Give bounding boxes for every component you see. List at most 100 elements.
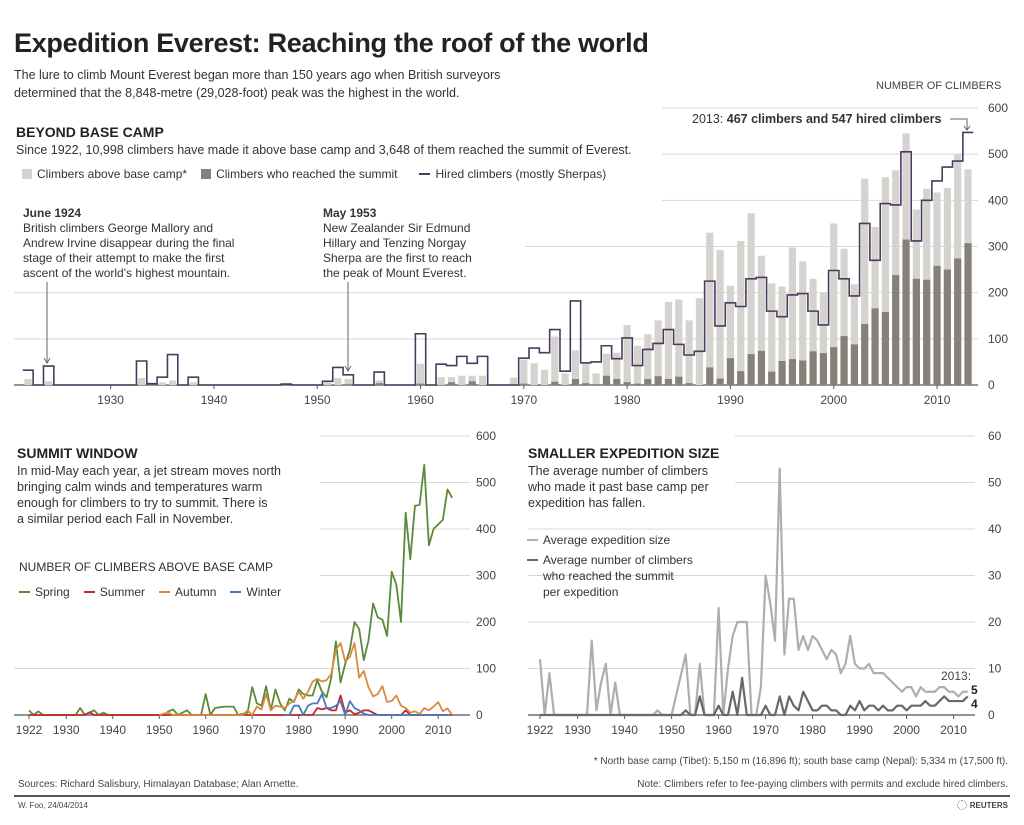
bar-climbers <box>45 381 53 385</box>
bar-summit <box>788 359 797 385</box>
x-tick-label: 1950 <box>146 723 173 737</box>
text-line: bringing calm winds and temperatures war… <box>17 480 263 494</box>
bar-summit <box>623 382 631 385</box>
bar-climbers <box>747 213 755 385</box>
y-tick-label: 500 <box>476 476 496 490</box>
bar-summit <box>520 383 528 385</box>
bar-climbers <box>437 377 445 385</box>
bar-summit <box>881 312 889 385</box>
bar-climbers <box>561 373 569 385</box>
bar-summit <box>757 350 766 385</box>
legend-avg-size: Average expedition size <box>527 532 693 548</box>
x-tick-label: 2000 <box>820 393 847 407</box>
y-tick-label: 600 <box>988 101 1008 115</box>
bar-climbers <box>138 378 146 385</box>
bar-climbers <box>447 377 456 385</box>
bar-summit <box>582 383 590 385</box>
bar-climbers <box>768 283 776 385</box>
main-ylabel: NUMBER OF CLIMBERS <box>876 80 1002 92</box>
bar-summit <box>592 384 600 385</box>
bar-summit <box>633 383 642 385</box>
bar-summit <box>840 336 848 385</box>
bar-climbers <box>344 378 352 385</box>
legend-summer: Summer <box>83 585 146 599</box>
annotation-prefix: 2013: <box>692 112 727 126</box>
x-tick-label: 1970 <box>239 723 266 737</box>
x-tick-label: 1930 <box>564 723 591 737</box>
bar-summit <box>551 381 559 385</box>
legend-avg-summit: Average number of climbers who reached th… <box>527 552 693 600</box>
bar-climbers <box>685 320 693 385</box>
bar-climbers <box>592 373 600 385</box>
y-tick-label: 300 <box>476 569 496 583</box>
bar-climbers <box>799 261 807 385</box>
bar-climbers <box>840 248 848 385</box>
bar-summit <box>706 367 714 385</box>
x-tick-label: 2000 <box>893 723 920 737</box>
legend-line-text: per expedition <box>543 585 619 599</box>
bar-summit <box>654 376 662 385</box>
annotation-bold: 467 climbers and 547 hired climbers <box>726 112 942 126</box>
bar-summit <box>923 279 931 385</box>
bar-climbers <box>819 292 828 385</box>
y-tick-label: 50 <box>988 476 1002 490</box>
bar-summit <box>447 382 456 385</box>
line-autumn <box>158 642 453 716</box>
bar-climbers <box>778 286 786 385</box>
bar-summit <box>468 381 476 385</box>
annotation-line: Sherpa are the first to reach <box>323 251 472 265</box>
reuters-dots-icon <box>956 800 967 810</box>
x-tick-label: 1922 <box>527 723 554 737</box>
bar-summit <box>602 375 611 385</box>
x-tick-label: 1960 <box>705 723 732 737</box>
bar-climbers <box>169 380 177 385</box>
bar-climbers <box>644 334 652 385</box>
note: Note: Climbers refer to fee-paying climb… <box>637 779 1008 790</box>
bar-summit <box>933 265 941 385</box>
y-tick-label: 100 <box>476 662 496 676</box>
end-label: 2013: <box>941 669 972 683</box>
y-tick-label: 500 <box>988 147 1008 161</box>
window-legend: Spring Summer Autumn Winter <box>19 585 281 599</box>
smaller-text: The average number of climbers who made … <box>528 463 709 511</box>
annotation-arrow-2013 <box>950 118 971 131</box>
bar-climbers <box>850 284 858 385</box>
legend-autumn: Autumn <box>159 585 216 599</box>
y-tick-label: 20 <box>988 615 1002 629</box>
x-tick-label: 2010 <box>940 723 967 737</box>
x-tick-label: 2010 <box>425 723 452 737</box>
legend-label: Hired climbers (mostly Sherpas) <box>435 167 607 181</box>
bar-climbers <box>24 378 32 385</box>
bar-climbers <box>571 350 580 385</box>
bar-summit <box>954 258 962 385</box>
legend-hired: Hired climbers (mostly Sherpas) <box>419 167 606 181</box>
footnote: * North base camp (Tibet): 5,150 m (16,8… <box>593 756 1008 767</box>
x-tick-label: 1990 <box>846 723 873 737</box>
x-tick-label: 1940 <box>99 723 126 737</box>
bar-climbers <box>458 375 466 385</box>
bar-summit <box>964 243 972 385</box>
legend-label: Climbers above base camp* <box>37 167 188 181</box>
annotation-line: the peak of Mount Everest. <box>323 266 467 280</box>
bar-summit <box>943 269 951 385</box>
bar-summit <box>726 358 735 385</box>
end-summit-value: 4 <box>971 697 978 711</box>
bar-summit <box>799 360 807 385</box>
legend-label: Summer <box>99 585 146 599</box>
bar-summit <box>778 360 786 385</box>
y-tick-label: 0 <box>988 378 995 392</box>
annotation-line: British climbers George Mallory and <box>23 221 214 235</box>
bar-climbers <box>737 240 745 385</box>
legend-label: Spring <box>35 585 70 599</box>
x-tick-label: 1940 <box>201 393 228 407</box>
annotation-title: May 1953 <box>323 206 377 220</box>
window-heading: SUMMIT WINDOW <box>17 445 138 461</box>
bar-climbers <box>582 362 590 385</box>
bar-climbers <box>540 369 549 385</box>
legend-swatch <box>201 169 212 179</box>
annotation-line: stage of their attempt to make the first <box>23 251 225 265</box>
y-tick-label: 400 <box>988 193 1008 207</box>
bar-summit <box>819 353 828 385</box>
x-tick-label: 1980 <box>799 723 826 737</box>
